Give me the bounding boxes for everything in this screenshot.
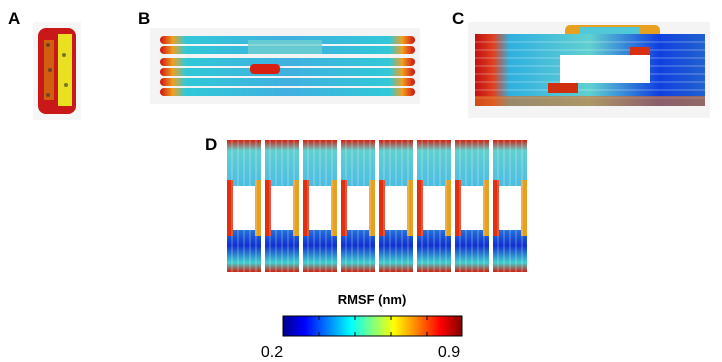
colorbar-max-label: 0.9 [438, 344, 460, 361]
panel-label: B [138, 9, 150, 28]
colorbar: RMSF (nm) 0.2 0.9 [261, 292, 463, 361]
colorbar-gradient [282, 315, 463, 337]
colorbar-title: RMSF (nm) [338, 292, 407, 307]
colorbar-min-label: 0.2 [261, 344, 283, 361]
panel-label: C [452, 9, 464, 28]
panel-label: D [205, 135, 217, 154]
structure-b [150, 28, 420, 104]
structure-c [468, 22, 710, 118]
structure-d [226, 139, 528, 273]
structure-a [33, 22, 81, 120]
panel-label: A [8, 9, 20, 28]
